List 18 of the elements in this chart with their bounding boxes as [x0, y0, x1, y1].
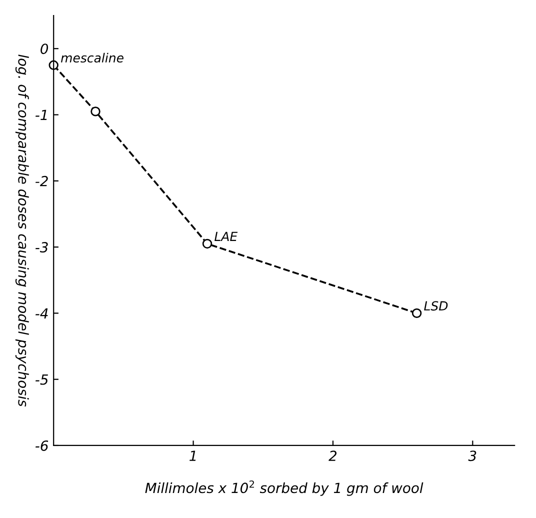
y-tick-label: -3 — [36, 242, 48, 253]
annotation: mescaline — [60, 52, 124, 63]
y-axis-title: log. of comparable doses causing model psychosis — [15, 54, 29, 407]
annotation: LAE — [214, 232, 238, 241]
point — [90, 106, 100, 116]
y-tick-label: -2 — [36, 176, 48, 186]
x-tick-label: 3 — [468, 450, 476, 462]
y-tick-label: 0 — [40, 44, 48, 54]
y-tick-label: -6 — [36, 440, 48, 451]
point — [412, 308, 422, 318]
x-tick-label: 2 — [328, 450, 337, 461]
y-tick-label: -1 — [36, 110, 47, 120]
x-tick-label: 1 — [190, 450, 196, 461]
y-tick-label: -4 — [36, 308, 48, 318]
y-tick-label: -5 — [36, 374, 48, 385]
x-axis-title: Millimoles x 10$^{2}$ sorbed by 1 gm of wool — [145, 480, 424, 496]
annotation: LSD — [424, 301, 448, 311]
point — [202, 238, 212, 249]
